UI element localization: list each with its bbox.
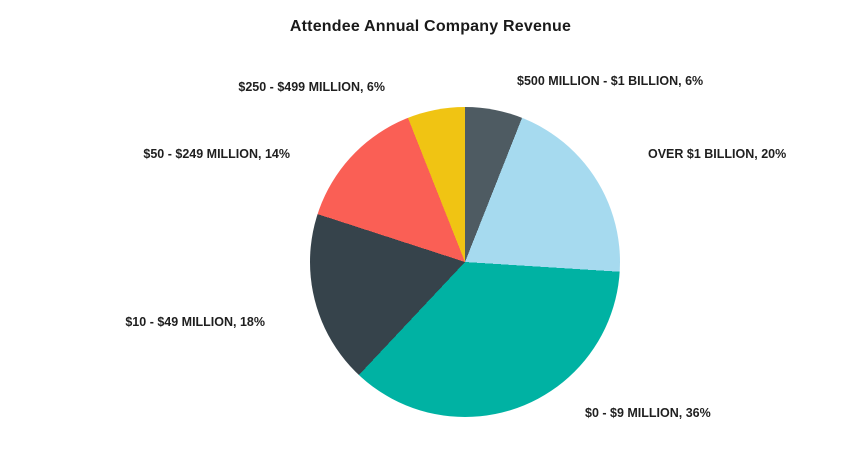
slice-label-500m-1b: $500 MILLION - $1 BILLION, 6% (517, 74, 704, 88)
slice-label-over-1b: OVER $1 BILLION, 20% (648, 147, 787, 161)
chart-title: Attendee Annual Company Revenue (289, 18, 572, 35)
slice-label-10-49m: $10 - $49 MILLION, 18% (125, 315, 265, 329)
pie-chart (310, 107, 620, 417)
slice-label-0-9m: $0 - $9 MILLION, 36% (585, 406, 711, 420)
slice-label-250-499m: $250 - $499 MILLION, 6% (238, 80, 385, 94)
slice-label-50-249m: $50 - $249 MILLION, 14% (143, 147, 290, 161)
